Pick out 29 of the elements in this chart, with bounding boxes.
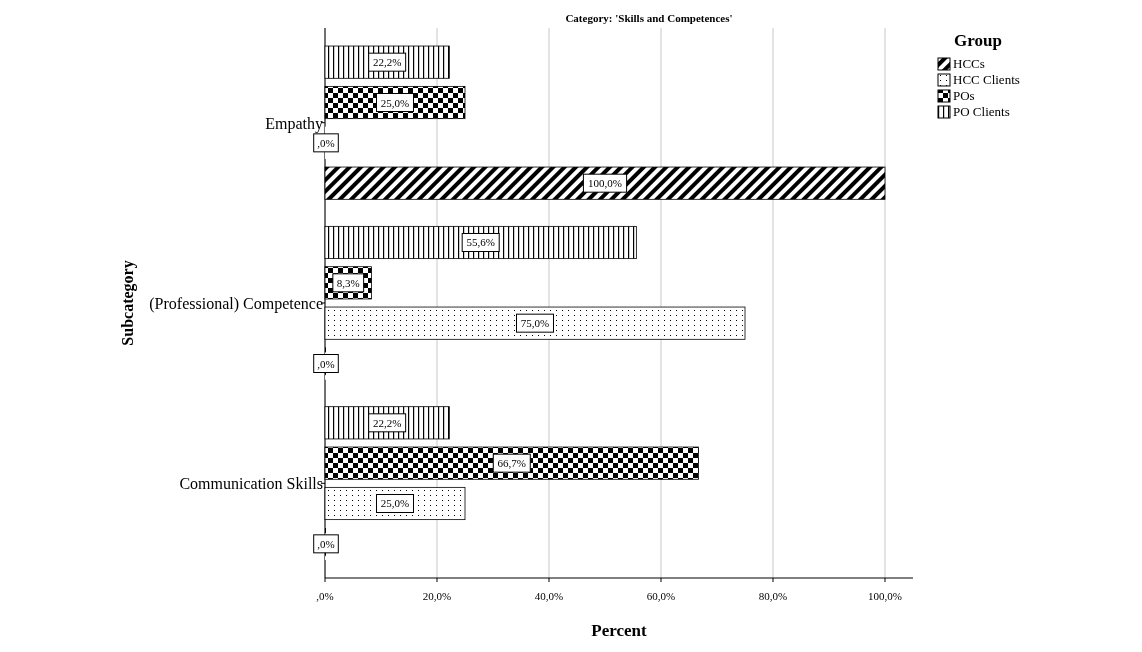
y-tick-label: Empathy xyxy=(265,114,323,133)
data-label: 22,2% xyxy=(372,56,402,69)
x-axis-title: Percent xyxy=(591,621,648,640)
data-label: 66,7% xyxy=(497,457,526,470)
data-label: ,0% xyxy=(317,357,335,370)
y-tick-label: (Professional) Competence xyxy=(149,295,323,313)
legend-title: Group xyxy=(954,31,1002,50)
legend-label: POs xyxy=(953,88,975,103)
x-tick-label: 40,0% xyxy=(534,590,564,602)
legend-label: PO Clients xyxy=(953,104,1010,119)
data-label: ,0% xyxy=(317,537,335,550)
legend-label: HCCs xyxy=(953,56,985,71)
data-label: 8,3% xyxy=(336,276,360,289)
y-tick-label: Communication Skills xyxy=(179,475,323,493)
x-tick-label: 80,0% xyxy=(758,590,788,602)
x-tick-label: 100,0% xyxy=(868,590,902,602)
y-axis-title: Subcategory xyxy=(119,260,137,346)
data-label: 25,0% xyxy=(380,497,410,510)
data-label: 55,6% xyxy=(466,236,495,249)
x-tick-label: 60,0% xyxy=(646,590,676,602)
x-tick-label: ,0% xyxy=(316,590,334,602)
data-label: 22,2% xyxy=(372,416,402,429)
data-label: ,0% xyxy=(317,136,335,149)
data-label: 100,0% xyxy=(588,177,622,190)
legend-label: HCC Clients xyxy=(953,72,1020,87)
data-label: 75,0% xyxy=(520,317,550,330)
data-label: 25,0% xyxy=(380,96,410,109)
chart-title: Category: 'Skills and Competences' xyxy=(565,12,733,24)
x-tick-label: 20,0% xyxy=(422,590,452,602)
